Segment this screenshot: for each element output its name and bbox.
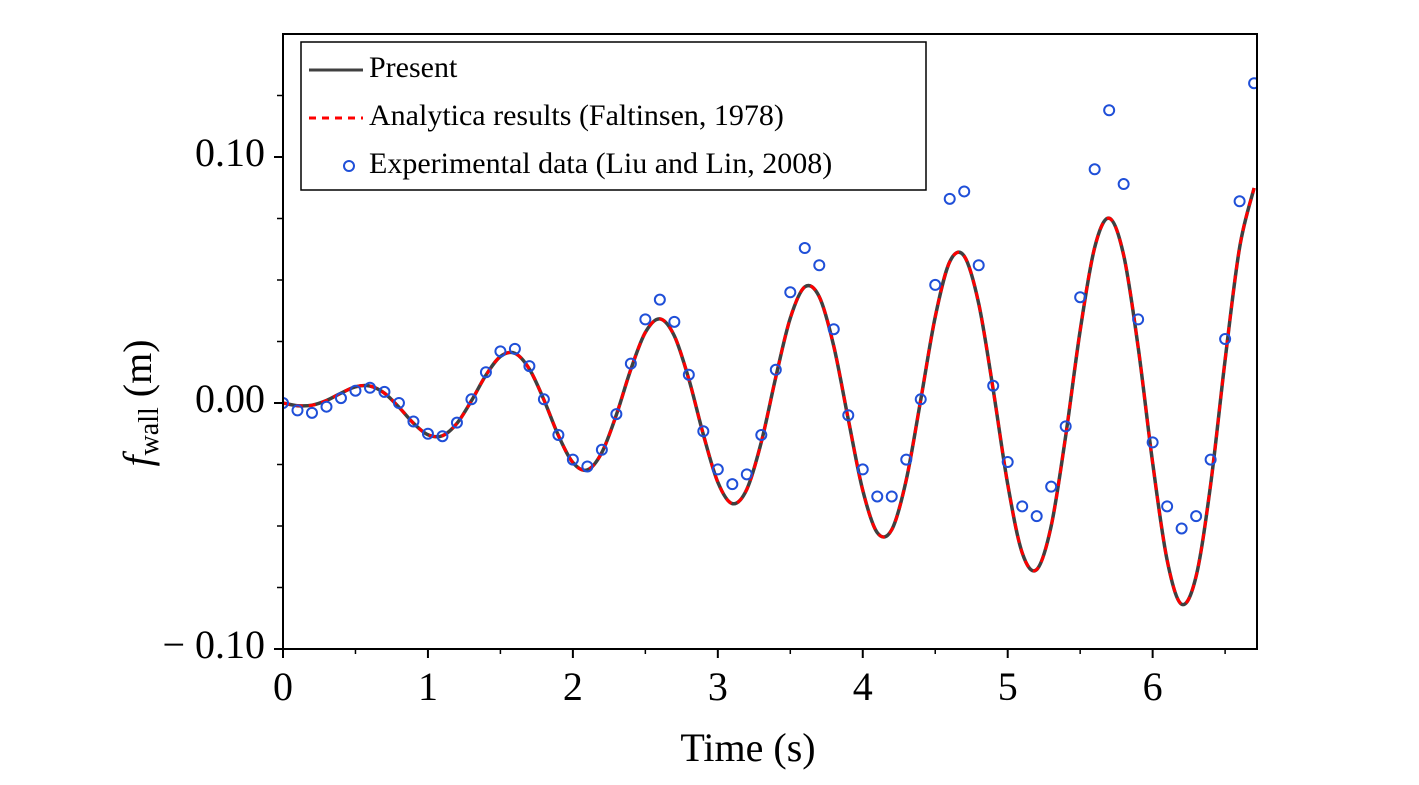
legend-marker	[343, 160, 355, 172]
y-label-subscript: wall	[134, 407, 165, 455]
data-point	[291, 404, 304, 417]
x-axis-label: Time (s)	[680, 725, 815, 770]
data-point	[740, 468, 753, 481]
data-point	[465, 393, 478, 406]
data-point	[929, 278, 942, 291]
y-tick-label: 0.10	[195, 130, 265, 175]
data-point	[378, 385, 391, 398]
data-point	[668, 315, 681, 328]
data-point	[392, 397, 405, 409]
data-point	[479, 366, 492, 379]
data-point	[1204, 453, 1217, 466]
data-point	[755, 428, 768, 441]
data-point	[1117, 178, 1130, 191]
x-tick-label: 1	[418, 664, 438, 709]
data-point	[842, 409, 855, 422]
data-point	[363, 381, 376, 394]
data-point	[305, 406, 318, 419]
data-point	[1132, 313, 1145, 326]
data-point	[885, 490, 898, 503]
data-point	[1248, 77, 1257, 90]
series-group	[283, 77, 1257, 607]
data-point	[1219, 333, 1232, 346]
data-point	[914, 393, 927, 406]
legend-label: Present	[369, 51, 458, 84]
data-point	[1190, 510, 1203, 523]
x-tick-label: 3	[708, 664, 728, 709]
data-point	[508, 342, 521, 355]
data-point	[784, 286, 797, 299]
data-point	[972, 259, 985, 272]
data-point	[1045, 480, 1058, 493]
data-point	[871, 490, 884, 503]
data-point	[856, 463, 869, 476]
data-point	[1016, 500, 1029, 513]
data-point	[711, 463, 724, 476]
data-point	[349, 384, 362, 397]
data-point	[943, 192, 956, 205]
legend-label: Experimental data (Liu and Lin, 2008)	[369, 147, 832, 180]
data-point	[1161, 500, 1174, 513]
data-point	[552, 428, 565, 441]
data-point	[450, 416, 463, 429]
data-point	[610, 408, 623, 421]
data-point	[494, 345, 507, 358]
data-point	[407, 415, 420, 428]
y-label-unit: (m)	[115, 339, 160, 397]
data-point	[1074, 291, 1087, 304]
data-point	[1175, 522, 1188, 535]
y-tick-label: − 0.10	[162, 622, 265, 667]
data-point	[697, 425, 710, 438]
x-tick-label: 2	[563, 664, 583, 709]
data-point	[1030, 510, 1043, 523]
data-point	[726, 478, 739, 491]
legend-box	[300, 41, 927, 191]
x-tick-label: 0	[273, 664, 293, 709]
data-point	[1146, 436, 1159, 449]
series-line	[283, 187, 1256, 607]
data-point	[523, 360, 536, 373]
x-tick-label: 5	[998, 664, 1018, 709]
data-point	[900, 453, 913, 466]
data-point	[421, 427, 434, 440]
data-point	[624, 357, 637, 370]
data-point	[769, 363, 782, 376]
y-tick-label: 0.00	[195, 376, 265, 421]
x-tick-label: 4	[853, 664, 873, 709]
data-point	[1103, 104, 1116, 117]
data-point	[1233, 195, 1246, 208]
data-point	[1001, 456, 1014, 469]
y-axis-label: fwall(m)	[115, 339, 165, 466]
x-tick-label: 6	[1143, 664, 1163, 709]
data-point	[595, 443, 608, 456]
data-point	[827, 323, 840, 336]
plot-frame	[282, 33, 1258, 650]
data-point	[1088, 163, 1101, 176]
data-point	[581, 460, 594, 473]
data-point	[639, 313, 652, 326]
data-point	[958, 185, 971, 198]
data-point	[566, 453, 579, 466]
data-point	[334, 392, 347, 405]
data-point	[283, 397, 289, 409]
data-point	[798, 242, 811, 255]
data-point	[682, 368, 695, 381]
data-point	[1059, 420, 1072, 433]
data-point	[813, 259, 826, 272]
data-point	[653, 293, 666, 306]
data-point	[320, 400, 333, 413]
data-point	[537, 393, 550, 406]
series-line	[283, 187, 1256, 607]
data-point	[436, 430, 449, 443]
legend-label: Analytica results (Faltinsen, 1978)	[369, 99, 784, 132]
data-point	[987, 379, 1000, 392]
